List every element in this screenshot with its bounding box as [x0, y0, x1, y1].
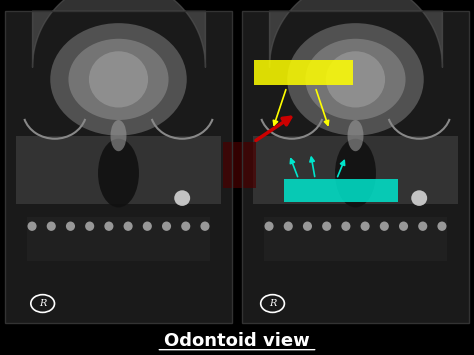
Ellipse shape — [47, 222, 56, 231]
Bar — [253, 136, 458, 204]
Ellipse shape — [264, 222, 273, 231]
Ellipse shape — [347, 120, 364, 151]
Ellipse shape — [335, 139, 376, 207]
Bar — [242, 11, 469, 323]
Ellipse shape — [322, 222, 331, 231]
Ellipse shape — [326, 51, 385, 108]
Ellipse shape — [418, 222, 427, 231]
Ellipse shape — [174, 190, 190, 206]
Bar — [254, 60, 353, 85]
Ellipse shape — [50, 23, 187, 136]
Ellipse shape — [85, 222, 94, 231]
Ellipse shape — [66, 222, 75, 231]
Ellipse shape — [181, 222, 190, 231]
Bar — [242, 11, 469, 323]
Text: Odontoid view: Odontoid view — [164, 332, 310, 350]
Ellipse shape — [303, 222, 312, 231]
Ellipse shape — [89, 51, 148, 108]
Ellipse shape — [98, 139, 139, 207]
Ellipse shape — [27, 222, 36, 231]
Bar — [5, 11, 232, 323]
Ellipse shape — [380, 222, 389, 231]
Ellipse shape — [411, 190, 427, 206]
Ellipse shape — [110, 120, 127, 151]
Ellipse shape — [284, 222, 293, 231]
Ellipse shape — [438, 222, 447, 231]
Bar — [264, 217, 447, 261]
Text: R: R — [39, 299, 46, 308]
Bar — [223, 142, 256, 188]
Ellipse shape — [305, 39, 406, 120]
Ellipse shape — [143, 222, 152, 231]
Ellipse shape — [361, 222, 370, 231]
Bar — [5, 11, 232, 323]
Ellipse shape — [287, 23, 424, 136]
Bar — [16, 136, 221, 204]
Bar — [284, 179, 398, 202]
Ellipse shape — [201, 222, 210, 231]
Ellipse shape — [68, 39, 169, 120]
Ellipse shape — [104, 222, 113, 231]
Ellipse shape — [341, 222, 350, 231]
Ellipse shape — [399, 222, 408, 231]
Ellipse shape — [124, 222, 133, 231]
Ellipse shape — [162, 222, 171, 231]
Text: R: R — [269, 299, 276, 308]
Bar — [27, 217, 210, 261]
